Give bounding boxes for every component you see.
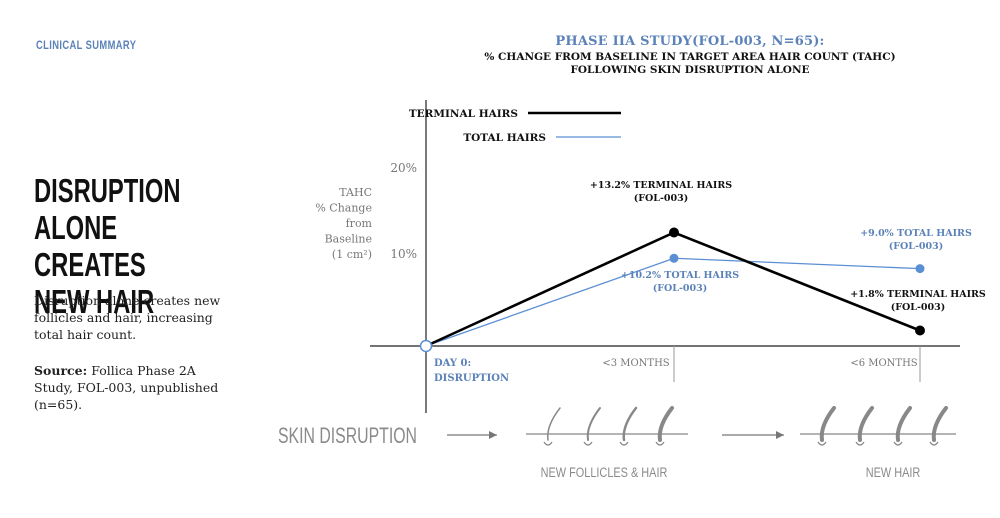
origin-marker: [419, 339, 433, 353]
data-label: +13.2% TERMINAL HAIRS: [590, 180, 732, 191]
flow-arrow-head: [776, 431, 784, 439]
legend-label: TERMINAL HAIRS: [409, 108, 518, 120]
hair-icon: [547, 407, 561, 441]
x-tick-label: <3 MONTHS: [602, 358, 669, 369]
headline-line: ALONE CREATES: [34, 209, 146, 283]
body-text: Disruption alone creates new follicles a…: [34, 293, 221, 342]
flow-step-skin-disruption: SKIN DISRUPTION: [278, 425, 417, 449]
follicle-icon: [855, 441, 865, 446]
chart-header: PHASE IIA STUDY(FOL-003, N=65): % CHANGE…: [440, 34, 940, 77]
follicle-icon: [655, 441, 665, 446]
hair-icon: [657, 406, 674, 442]
source-note: Source: Follica Phase 2A Study, FOL-003,…: [34, 362, 234, 413]
data-point: [915, 325, 925, 336]
headline: DISRUPTION ALONE CREATES NEW HAIR: [34, 172, 221, 320]
x-tick-label: DAY 0:: [434, 358, 471, 369]
flow-arrow-head: [489, 431, 497, 439]
headline-line: NEW HAIR: [34, 283, 155, 320]
source-label: Source:: [34, 363, 88, 378]
section-label: CLINICAL SUMMARY: [36, 38, 137, 52]
data-label: +10.2% TOTAL HAIRS: [621, 270, 739, 281]
hair-icon: [895, 406, 912, 442]
legend-label: TOTAL HAIRS: [463, 132, 546, 144]
hair-icon: [857, 406, 874, 442]
hair-icon: [819, 406, 836, 442]
chart-subtitle-line: FOLLOWING SKIN DISRUPTION ALONE: [570, 64, 810, 76]
data-point: [669, 227, 679, 238]
data-label: +9.0% TOTAL HAIRS: [860, 228, 972, 239]
follicle-icon: [929, 441, 939, 446]
follicle-icon: [893, 441, 903, 446]
follicle-icon: [817, 441, 827, 446]
y-axis-label: % Change: [315, 202, 372, 215]
data-label: (FOL-003): [634, 193, 688, 204]
data-label: (FOL-003): [891, 302, 945, 313]
follicle-icon: [583, 441, 593, 446]
data-point: [915, 264, 925, 274]
follicle-icon: [619, 441, 629, 446]
y-axis-label: TAHC: [339, 186, 372, 199]
hair-icon: [586, 407, 601, 441]
y-axis-label: (1 cm²): [332, 248, 372, 261]
flow-step-new-hair: NEW HAIR: [866, 465, 921, 481]
data-point: [669, 253, 679, 263]
x-tick-label: DISRUPTION: [434, 373, 509, 384]
flow-step-new-follicles: NEW FOLLICLES & HAIR: [541, 465, 668, 481]
y-tick-label: 10%: [390, 247, 417, 261]
hair-icon: [931, 406, 948, 442]
headline-line: DISRUPTION: [34, 172, 181, 209]
x-tick-label: <6 MONTHS: [850, 358, 917, 369]
data-label: (FOL-003): [889, 241, 943, 252]
y-tick-label: 20%: [390, 161, 417, 175]
follicle-icon: [543, 441, 553, 446]
hair-icon: [622, 406, 638, 442]
chart-title: PHASE IIA STUDY(FOL-003, N=65):: [555, 34, 825, 49]
data-label: +1.8% TERMINAL HAIRS: [850, 289, 986, 300]
chart-subtitle-line: % CHANGE FROM BASELINE IN TARGET AREA HA…: [484, 51, 896, 63]
y-axis-label: from: [346, 217, 373, 230]
chart-subtitle: % CHANGE FROM BASELINE IN TARGET AREA HA…: [440, 51, 940, 77]
y-axis-label: Baseline: [325, 233, 372, 246]
source-body: Follica Phase 2A Study, FOL-003, unpubli…: [34, 363, 219, 412]
data-label: (FOL-003): [653, 283, 707, 294]
